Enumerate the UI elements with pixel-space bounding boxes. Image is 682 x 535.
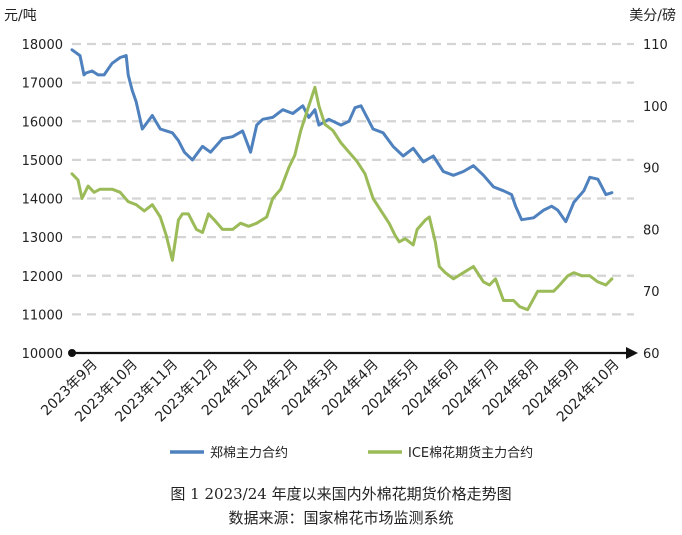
right-tick-label: 100 bbox=[643, 100, 668, 115]
left-tick-label: 17000 bbox=[22, 77, 63, 92]
right-tick-label: 60 bbox=[643, 347, 660, 362]
gridlines bbox=[72, 42, 634, 316]
legend-label-2: ICE棉花期货主力合约 bbox=[408, 445, 533, 461]
left-axis-unit: 元/吨 bbox=[4, 8, 37, 24]
left-tick-label: 14000 bbox=[22, 193, 63, 208]
x-axis-origin-dot bbox=[68, 349, 76, 357]
right-tick-label: 80 bbox=[643, 223, 660, 238]
left-tick-label: 18000 bbox=[22, 38, 63, 53]
legend: 郑棉主力合约 ICE棉花期货主力合约 bbox=[170, 445, 533, 461]
right-axis: 60 70 80 90 100 110 bbox=[643, 38, 668, 362]
right-tick-label: 110 bbox=[643, 38, 668, 53]
x-axis: 2023年9月2023年10月2023年11月2023年12月2024年1月20… bbox=[38, 347, 638, 425]
left-tick-label: 15000 bbox=[22, 154, 63, 169]
series-line-2 bbox=[70, 85, 614, 312]
right-tick-label: 70 bbox=[643, 285, 660, 300]
figure-caption: 图 1 2023/24 年度以来国内外棉花期货价格走势图 bbox=[170, 485, 512, 503]
series-lines bbox=[70, 48, 614, 312]
right-tick-label: 90 bbox=[643, 162, 660, 177]
left-tick-label: 16000 bbox=[22, 115, 63, 130]
x-axis-arrow bbox=[626, 347, 638, 359]
data-source: 数据来源：国家棉花市场监测系统 bbox=[228, 509, 454, 527]
legend-label-1: 郑棉主力合约 bbox=[210, 446, 288, 461]
price-chart: 10000 11000 12000 13000 14000 15000 16000 17000… bbox=[4, 7, 676, 461]
series-line-1 bbox=[70, 48, 614, 224]
left-tick-label: 12000 bbox=[22, 270, 63, 285]
left-tick-label: 13000 bbox=[22, 231, 63, 246]
right-axis-unit: 美分/磅 bbox=[629, 7, 676, 24]
left-tick-label: 10000 bbox=[22, 347, 63, 362]
left-axis: 10000 11000 12000 13000 14000 15000 16000 17000… bbox=[22, 38, 63, 362]
left-tick-label: 11000 bbox=[22, 308, 63, 323]
